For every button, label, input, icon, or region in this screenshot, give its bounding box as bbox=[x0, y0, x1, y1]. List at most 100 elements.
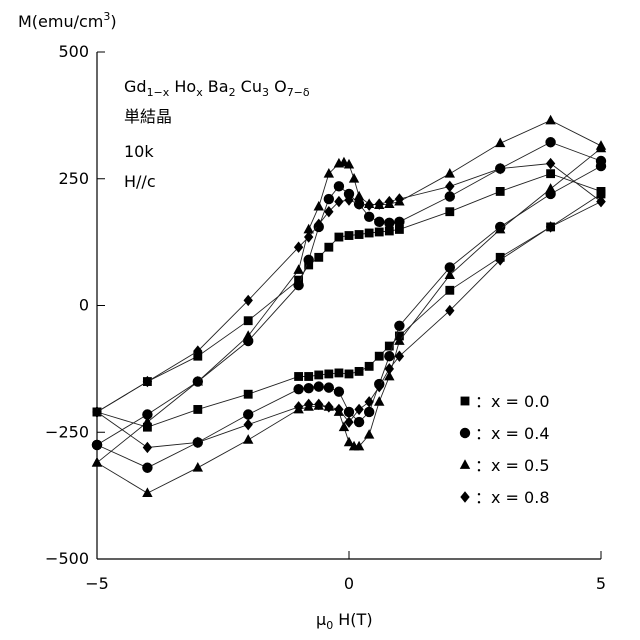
legend: ：x = 0.0 ：x = 0.4 ：x = 0.5 ：x = 0.8 bbox=[460, 392, 550, 507]
data-point-square bbox=[355, 367, 364, 376]
data-point-diamond bbox=[324, 401, 333, 412]
annotation-formula: Gd1−x Hox Ba2 Cu3 O7−δ bbox=[124, 77, 310, 99]
data-point-square bbox=[335, 369, 344, 378]
y-tick-label: 250 bbox=[58, 169, 89, 188]
data-point-square bbox=[314, 371, 323, 380]
data-point-circle bbox=[243, 409, 253, 419]
formula-part: Ho bbox=[169, 77, 196, 96]
formula-part: O bbox=[269, 77, 287, 96]
legend-marker-square bbox=[461, 397, 470, 406]
formula-subscript: 7−δ bbox=[287, 86, 310, 99]
data-point-circle bbox=[293, 384, 303, 394]
legend-label: ：x = 0.5 bbox=[475, 456, 550, 475]
data-point-circle bbox=[364, 407, 374, 417]
data-point-square bbox=[314, 253, 323, 262]
data-point-square bbox=[355, 230, 364, 239]
data-point-circle bbox=[394, 217, 404, 227]
y-axis-title-end: ) bbox=[110, 12, 116, 31]
data-point-circle bbox=[303, 255, 313, 265]
formula-subscript: 2 bbox=[229, 86, 236, 99]
data-point-square bbox=[304, 372, 313, 381]
y-axis-title: M(emu/cm3) bbox=[18, 10, 117, 31]
formula-subscript: 1−x bbox=[147, 86, 170, 99]
data-point-triangle bbox=[293, 264, 303, 274]
data-point-circle bbox=[293, 280, 303, 290]
data-point-square bbox=[294, 372, 303, 381]
data-point-triangle bbox=[314, 201, 324, 211]
data-point-square bbox=[546, 169, 555, 178]
x-axis-title: μ0 H(T) bbox=[316, 610, 373, 632]
data-point-triangle bbox=[349, 173, 359, 183]
data-point-square bbox=[244, 316, 253, 325]
data-point-circle bbox=[324, 194, 334, 204]
data-point-square bbox=[345, 370, 354, 379]
data-point-square bbox=[375, 352, 384, 361]
data-point-diamond bbox=[445, 181, 454, 192]
data-point-square bbox=[324, 243, 333, 252]
data-point-square bbox=[445, 286, 454, 295]
y-axis-title-base: M(emu/cm bbox=[18, 12, 103, 31]
data-point-triangle bbox=[92, 457, 102, 467]
data-point-triangle bbox=[545, 183, 555, 193]
formula-subscript: 3 bbox=[262, 86, 269, 99]
data-point-circle bbox=[314, 381, 324, 391]
data-point-diamond bbox=[445, 305, 454, 316]
data-point-circle bbox=[374, 217, 384, 227]
x-axis-title-rest: H(T) bbox=[333, 610, 372, 629]
x-tick-label: 0 bbox=[344, 574, 354, 593]
y-axis-title-sup: 3 bbox=[103, 10, 110, 23]
data-point-circle bbox=[545, 137, 555, 147]
data-point-square bbox=[345, 231, 354, 240]
x-axis-title-main: μ bbox=[316, 610, 326, 629]
data-point-square bbox=[335, 233, 344, 242]
data-point-circle bbox=[596, 156, 606, 166]
x-tick-label: −5 bbox=[85, 574, 109, 593]
data-point-triangle bbox=[142, 487, 152, 497]
data-point-circle bbox=[384, 351, 394, 361]
data-point-triangle bbox=[495, 138, 505, 148]
data-point-triangle bbox=[374, 396, 384, 406]
data-point-circle bbox=[92, 440, 102, 450]
data-point-circle bbox=[445, 191, 455, 201]
legend-label: ：x = 0.4 bbox=[475, 424, 550, 443]
data-point-square bbox=[496, 187, 505, 196]
legend-marker-triangle bbox=[460, 459, 470, 469]
formula-part: Ba bbox=[203, 77, 229, 96]
data-point-square bbox=[597, 187, 606, 196]
data-point-triangle bbox=[364, 429, 374, 439]
axes bbox=[97, 52, 601, 559]
data-point-diamond bbox=[334, 196, 343, 207]
annotation-field-direction: H//c bbox=[124, 172, 156, 191]
data-point-circle bbox=[334, 181, 344, 191]
data-point-circle bbox=[142, 463, 152, 473]
y-tick-label: 0 bbox=[79, 296, 89, 315]
data-point-triangle bbox=[193, 462, 203, 472]
data-point-triangle bbox=[243, 434, 253, 444]
formula-part: Cu bbox=[236, 77, 262, 96]
annotation-crystal: 単結晶 bbox=[124, 107, 172, 126]
legend-marker-circle bbox=[460, 428, 470, 438]
data-point-circle bbox=[384, 218, 394, 228]
data-point-circle bbox=[303, 383, 313, 393]
data-point-circle bbox=[364, 212, 374, 222]
data-point-square bbox=[365, 229, 374, 238]
data-point-diamond bbox=[244, 419, 253, 430]
data-point-circle bbox=[344, 407, 354, 417]
x-axis-title-sub: 0 bbox=[326, 619, 333, 632]
data-point-circle bbox=[334, 386, 344, 396]
legend-label: ：x = 0.8 bbox=[475, 488, 550, 507]
y-tick-label: −500 bbox=[45, 549, 89, 568]
data-point-diamond bbox=[143, 442, 152, 453]
data-point-triangle bbox=[545, 115, 555, 125]
legend-marker-diamond bbox=[460, 491, 469, 502]
data-point-triangle bbox=[445, 168, 455, 178]
data-point-square bbox=[375, 228, 384, 237]
data-point-square bbox=[244, 390, 253, 399]
data-point-circle bbox=[354, 417, 364, 427]
x-tick-label: 5 bbox=[596, 574, 606, 593]
data-point-square bbox=[445, 207, 454, 216]
data-point-square bbox=[365, 362, 374, 371]
annotation-temperature: 10k bbox=[124, 142, 154, 161]
legend-label: ：x = 0.0 bbox=[475, 392, 550, 411]
